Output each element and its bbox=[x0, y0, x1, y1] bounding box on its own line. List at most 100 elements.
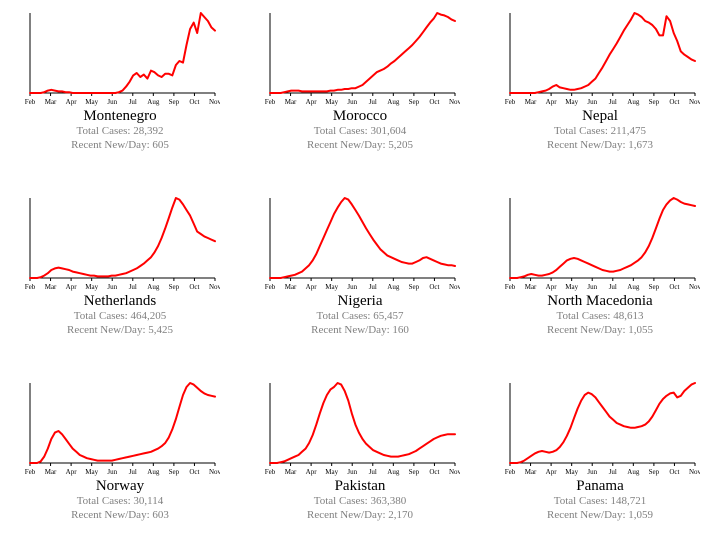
svg-text:Mar: Mar bbox=[285, 98, 297, 106]
sparkline-chart: FebMarAprMayJunJulAugSepOctNov bbox=[20, 8, 220, 108]
svg-text:Jun: Jun bbox=[587, 283, 597, 291]
svg-text:Oct: Oct bbox=[669, 98, 679, 106]
svg-text:May: May bbox=[85, 468, 98, 476]
svg-text:May: May bbox=[85, 98, 98, 106]
country-name: Netherlands bbox=[84, 293, 156, 310]
chart-grid: Feb Mar Apr May Jun Jul Aug Sep Oct Nov Montenegr… bbox=[0, 0, 720, 555]
country-name: Nigeria bbox=[338, 293, 383, 310]
svg-text:Feb: Feb bbox=[25, 283, 36, 291]
recent-new-label: Recent New/Day: 160 bbox=[311, 324, 409, 338]
svg-text:Jun: Jun bbox=[347, 468, 357, 476]
svg-text:Oct: Oct bbox=[669, 283, 679, 291]
total-cases-label: Total Cases: 301,604 bbox=[314, 125, 406, 139]
svg-text:Aug: Aug bbox=[627, 468, 640, 476]
total-cases-label: Total Cases: 464,205 bbox=[74, 310, 166, 324]
svg-text:Mar: Mar bbox=[285, 283, 297, 291]
svg-text:Aug: Aug bbox=[387, 283, 400, 291]
svg-text:Nov: Nov bbox=[209, 468, 220, 476]
sparkline-chart: FebMarAprMayJunJulAugSepOctNov bbox=[20, 378, 220, 478]
svg-text:Jul: Jul bbox=[129, 283, 137, 291]
svg-text:Jul: Jul bbox=[369, 283, 377, 291]
svg-text:Feb: Feb bbox=[505, 468, 516, 476]
svg-text:Feb: Feb bbox=[505, 98, 516, 106]
recent-new-label: Recent New/Day: 5,205 bbox=[307, 139, 413, 153]
svg-text:May: May bbox=[325, 283, 338, 291]
country-name: North Macedonia bbox=[547, 293, 652, 310]
chart-cell: FebMarAprMayJunJulAugSepOctNov Norway To… bbox=[0, 370, 240, 555]
svg-text:Sep: Sep bbox=[409, 283, 420, 291]
chart-cell: FebMarAprMayJunJulAugSepOctNov Nigeria T… bbox=[240, 185, 480, 370]
svg-text:Jun: Jun bbox=[107, 98, 117, 106]
sparkline-chart: FebMarAprMayJunJulAugSepOctNov bbox=[500, 378, 700, 478]
country-name: Montenegro bbox=[83, 108, 156, 125]
svg-text:Jun: Jun bbox=[587, 98, 597, 106]
svg-text:Nov: Nov bbox=[689, 98, 700, 106]
svg-text:May: May bbox=[565, 283, 578, 291]
svg-text:Jul: Jul bbox=[609, 468, 617, 476]
svg-text:Oct: Oct bbox=[189, 283, 199, 291]
svg-text:Apr: Apr bbox=[546, 283, 558, 291]
svg-text:Apr: Apr bbox=[546, 468, 558, 476]
sparkline-chart: FebMarAprMayJunJulAugSepOctNov bbox=[500, 8, 700, 108]
chart-cell: FebMarAprMayJunJulAugSepOctNov Netherlan… bbox=[0, 185, 240, 370]
recent-new-label: Recent New/Day: 2,170 bbox=[307, 509, 413, 523]
svg-text:Sep: Sep bbox=[169, 468, 180, 476]
svg-text:May: May bbox=[85, 283, 98, 291]
total-cases-label: Total Cases: 363,380 bbox=[314, 495, 406, 509]
recent-new-label: Recent New/Day: 603 bbox=[71, 509, 169, 523]
svg-text:Apr: Apr bbox=[66, 468, 78, 476]
svg-text:Jun: Jun bbox=[587, 468, 597, 476]
sparkline-chart: FebMarAprMayJunJulAugSepOctNov bbox=[260, 8, 460, 108]
sparkline-chart: FebMarAprMayJunJulAugSepOctNov bbox=[20, 193, 220, 293]
chart-cell: FebMarAprMayJunJulAugSepOctNov Panama To… bbox=[480, 370, 720, 555]
svg-text:Feb: Feb bbox=[25, 468, 36, 476]
recent-new-label: Recent New/Day: 1,059 bbox=[547, 509, 653, 523]
svg-text:Jun: Jun bbox=[347, 98, 357, 106]
svg-text:Sep: Sep bbox=[649, 98, 660, 106]
chart-cell: FebMarAprMayJunJulAugSepOctNov Montenegr… bbox=[0, 0, 240, 185]
svg-text:Aug: Aug bbox=[147, 468, 160, 476]
svg-text:Oct: Oct bbox=[189, 468, 199, 476]
country-name: Pakistan bbox=[335, 478, 386, 495]
svg-text:Mar: Mar bbox=[45, 283, 57, 291]
svg-text:May: May bbox=[565, 98, 578, 106]
svg-text:Jul: Jul bbox=[129, 98, 137, 106]
svg-text:Jul: Jul bbox=[129, 468, 137, 476]
sparkline-chart: FebMarAprMayJunJulAugSepOctNov bbox=[260, 193, 460, 293]
svg-text:Aug: Aug bbox=[627, 283, 640, 291]
svg-text:Sep: Sep bbox=[169, 98, 180, 106]
total-cases-label: Total Cases: 65,457 bbox=[317, 310, 404, 324]
country-name: Panama bbox=[576, 478, 623, 495]
chart-cell: FebMarAprMayJunJulAugSepOctNov Nepal Tot… bbox=[480, 0, 720, 185]
svg-text:Sep: Sep bbox=[649, 283, 660, 291]
svg-text:Mar: Mar bbox=[45, 468, 57, 476]
svg-text:Feb: Feb bbox=[265, 98, 276, 106]
country-name: Nepal bbox=[582, 108, 618, 125]
country-name: Norway bbox=[96, 478, 144, 495]
recent-new-label: Recent New/Day: 605 bbox=[71, 139, 169, 153]
svg-text:Aug: Aug bbox=[387, 468, 400, 476]
svg-text:Sep: Sep bbox=[409, 468, 420, 476]
svg-text:Apr: Apr bbox=[306, 98, 318, 106]
svg-text:Oct: Oct bbox=[429, 283, 439, 291]
svg-text:Apr: Apr bbox=[66, 98, 78, 106]
total-cases-label: Total Cases: 211,475 bbox=[554, 125, 646, 139]
svg-text:May: May bbox=[325, 98, 338, 106]
total-cases-label: Total Cases: 48,613 bbox=[557, 310, 644, 324]
country-name: Morocco bbox=[333, 108, 387, 125]
svg-text:Mar: Mar bbox=[45, 98, 57, 106]
svg-text:Oct: Oct bbox=[669, 468, 679, 476]
total-cases-label: Total Cases: 148,721 bbox=[554, 495, 646, 509]
svg-text:Aug: Aug bbox=[147, 98, 160, 106]
recent-new-label: Recent New/Day: 1,055 bbox=[547, 324, 653, 338]
svg-text:Apr: Apr bbox=[546, 98, 558, 106]
svg-text:Mar: Mar bbox=[285, 468, 297, 476]
svg-text:Mar: Mar bbox=[525, 98, 537, 106]
svg-text:Nov: Nov bbox=[689, 468, 700, 476]
svg-text:May: May bbox=[565, 468, 578, 476]
svg-text:May: May bbox=[325, 468, 338, 476]
svg-text:Aug: Aug bbox=[147, 283, 160, 291]
svg-text:Mar: Mar bbox=[525, 283, 537, 291]
svg-text:Sep: Sep bbox=[409, 98, 420, 106]
svg-text:Oct: Oct bbox=[429, 98, 439, 106]
